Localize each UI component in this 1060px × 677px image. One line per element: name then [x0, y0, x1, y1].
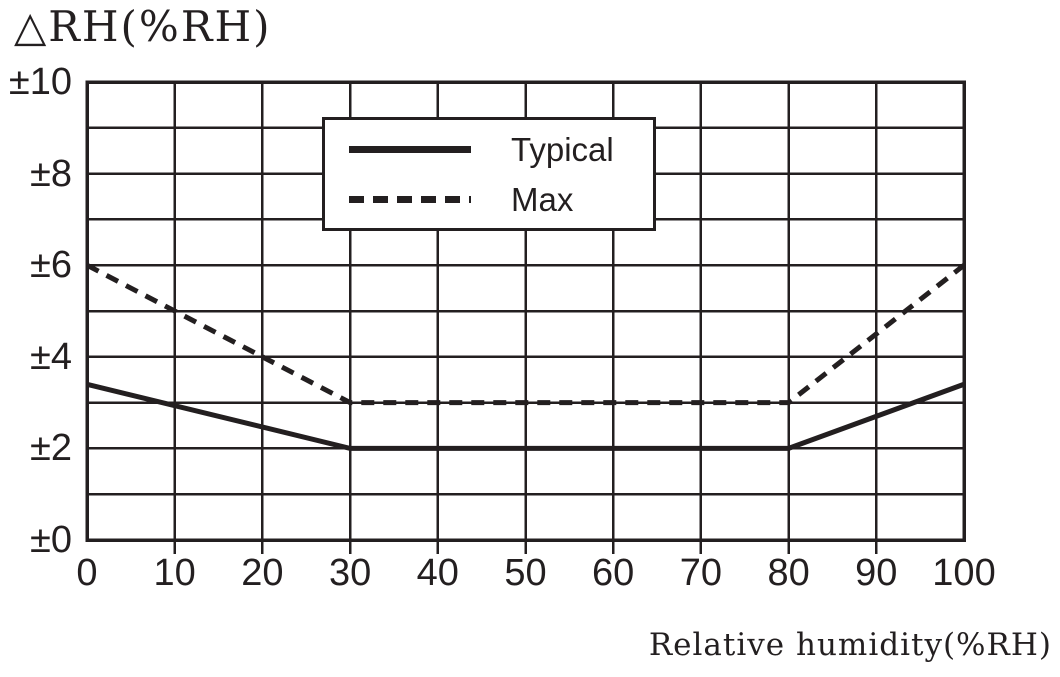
x-tick-label: 60 — [592, 552, 635, 594]
legend-label-max: Max — [511, 180, 574, 218]
y-tick-label: ±10 — [8, 61, 72, 103]
y-axis-title: △RH(%RH) — [14, 2, 272, 51]
legend: Typical Max — [322, 117, 656, 231]
x-tick-label: 100 — [932, 552, 996, 594]
x-tick-label: 70 — [679, 552, 723, 594]
series-max-line — [85, 262, 966, 406]
y-tick-label: ±8 — [30, 152, 72, 195]
legend-row-max: Max — [325, 181, 653, 217]
y-tick-label: ±4 — [30, 335, 72, 378]
x-tick-label: 50 — [504, 552, 547, 594]
series-typical-line — [86, 381, 965, 451]
x-tick-label: 40 — [416, 552, 459, 594]
x-tick-label: 30 — [328, 552, 372, 594]
x-tick-label: 20 — [241, 552, 284, 594]
max-line-sample — [349, 195, 471, 203]
legend-row-typical: Typical — [325, 131, 653, 167]
x-tick-label: 90 — [855, 552, 898, 594]
y-tick-label: ±2 — [30, 427, 72, 470]
typical-line-sample — [349, 145, 471, 153]
x-axis-title: Relative humidity(%RH) — [648, 627, 1052, 663]
y-tick-label: ±0 — [30, 519, 72, 561]
y-tick-label: ±6 — [30, 244, 72, 287]
legend-label-typical: Typical — [511, 130, 614, 168]
x-tick-label: 10 — [153, 552, 196, 594]
x-tick-label: 80 — [767, 552, 810, 594]
x-tick-label: 0 — [76, 552, 98, 594]
